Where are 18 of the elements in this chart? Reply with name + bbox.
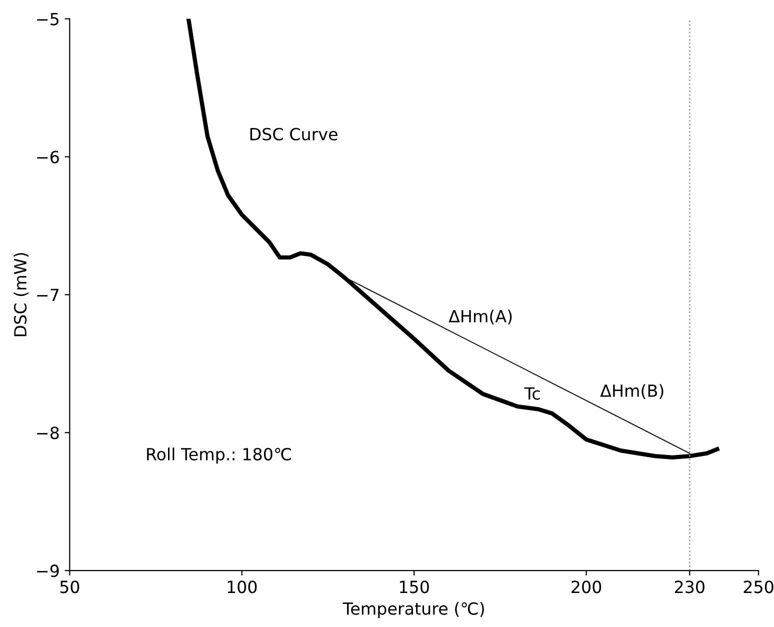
x-tick-label: 230 xyxy=(674,580,704,594)
annotation: Roll Temp.: 180℃ xyxy=(147,448,292,464)
x-tick-label: 50 xyxy=(60,580,80,594)
y-tick-label: −9 xyxy=(37,564,59,578)
annotation: ΔHm(A) xyxy=(448,310,512,324)
annotation: ΔHm(B) xyxy=(600,384,664,399)
x-tick-label: 250 xyxy=(744,580,774,594)
x-tick-label: 150 xyxy=(400,580,429,594)
y-tick-label: −8 xyxy=(37,426,59,440)
y-tick-label: −7 xyxy=(37,288,59,302)
y-tick-label: −6 xyxy=(37,150,59,164)
y-tick-label: −5 xyxy=(37,12,58,26)
annotation: Tc xyxy=(524,387,540,400)
annotation: DSC Curve xyxy=(250,128,338,140)
y-axis-title: DSC (mW) xyxy=(14,253,29,336)
x-tick-label: 200 xyxy=(572,580,602,594)
x-axis-title: Temperature (℃) xyxy=(342,602,484,618)
x-tick-label: 100 xyxy=(228,580,257,594)
